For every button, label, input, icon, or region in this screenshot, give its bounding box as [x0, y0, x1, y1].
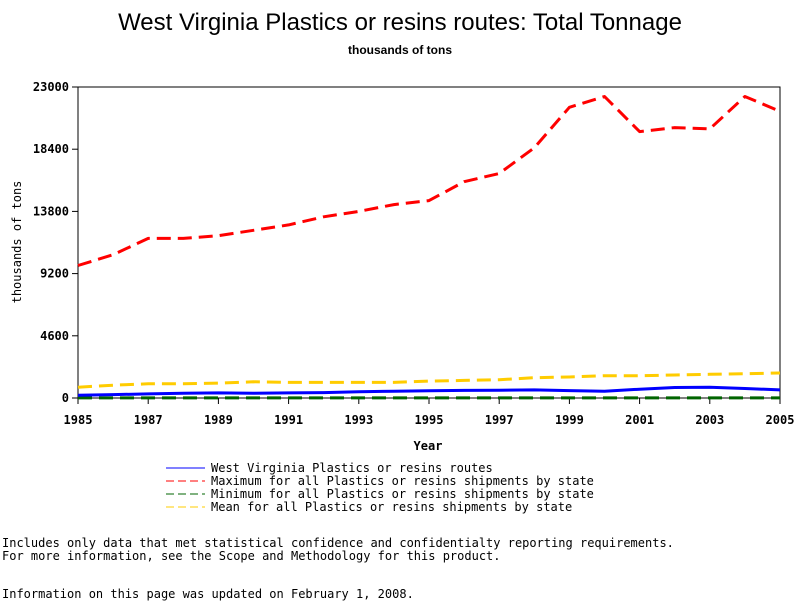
series-line-3 — [77, 371, 781, 389]
x-tick-label: 1995 — [415, 413, 444, 427]
footnote-confidentiality: Includes only data that met statistical … — [2, 536, 674, 550]
footnote-updated: Information on this page was updated on … — [2, 587, 414, 601]
chart-subtitle: thousands of tons — [348, 43, 452, 57]
legend-label-3: Mean for all Plastics or resins shipment… — [211, 500, 572, 514]
plot-area: 0 4600 9200 13800 18400 23000 1985 1987 1989 1991… — [33, 80, 795, 427]
legend-label-0: West Virginia Plastics or resins routes — [211, 461, 493, 475]
chart-title: West Virginia Plastics or resins routes:… — [118, 9, 682, 36]
legend: West Virginia Plastics or resins routesM… — [166, 461, 594, 514]
y-tick-label: 13800 — [33, 204, 69, 218]
y-tick-label: 23000 — [33, 80, 69, 94]
x-tick-label: 1987 — [134, 413, 163, 427]
series-line-1 — [77, 95, 781, 267]
x-tick-label: 1997 — [485, 413, 514, 427]
y-tick-label: 0 — [62, 391, 69, 405]
y-tick-label: 4600 — [40, 329, 69, 343]
line-chart: West Virginia Plastics or resins routes:… — [10, 9, 795, 514]
x-tick-label: 2003 — [695, 413, 724, 427]
x-tick-label: 1989 — [204, 413, 233, 427]
x-tick-label: 2001 — [625, 413, 654, 427]
legend-label-2: Minimum for all Plastics or resins shipm… — [211, 487, 594, 501]
series-line-0 — [77, 385, 781, 397]
x-tick-label: 2005 — [766, 413, 795, 427]
x-axis-label: Year — [414, 439, 443, 453]
y-axis-label: thousands of tons — [10, 181, 24, 304]
x-tick-label: 1999 — [555, 413, 584, 427]
x-tick-label: 1993 — [344, 413, 373, 427]
x-tick-label: 1985 — [64, 413, 93, 427]
y-tick-label: 18400 — [33, 142, 69, 156]
x-tick-label: 1991 — [274, 413, 303, 427]
footnote-methodology: For more information, see the Scope and … — [2, 549, 501, 563]
legend-label-1: Maximum for all Plastics or resins shipm… — [211, 474, 594, 488]
y-tick-label: 9200 — [40, 267, 69, 281]
plot-frame — [77, 86, 781, 399]
